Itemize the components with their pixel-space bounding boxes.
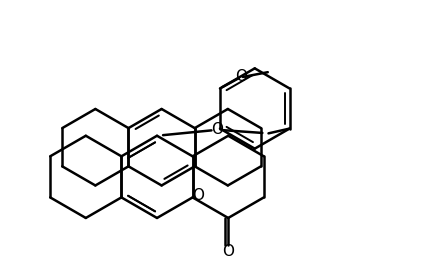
Text: O: O bbox=[212, 122, 223, 137]
Text: O: O bbox=[235, 69, 247, 84]
Text: O: O bbox=[192, 188, 204, 203]
Text: O: O bbox=[222, 244, 234, 258]
